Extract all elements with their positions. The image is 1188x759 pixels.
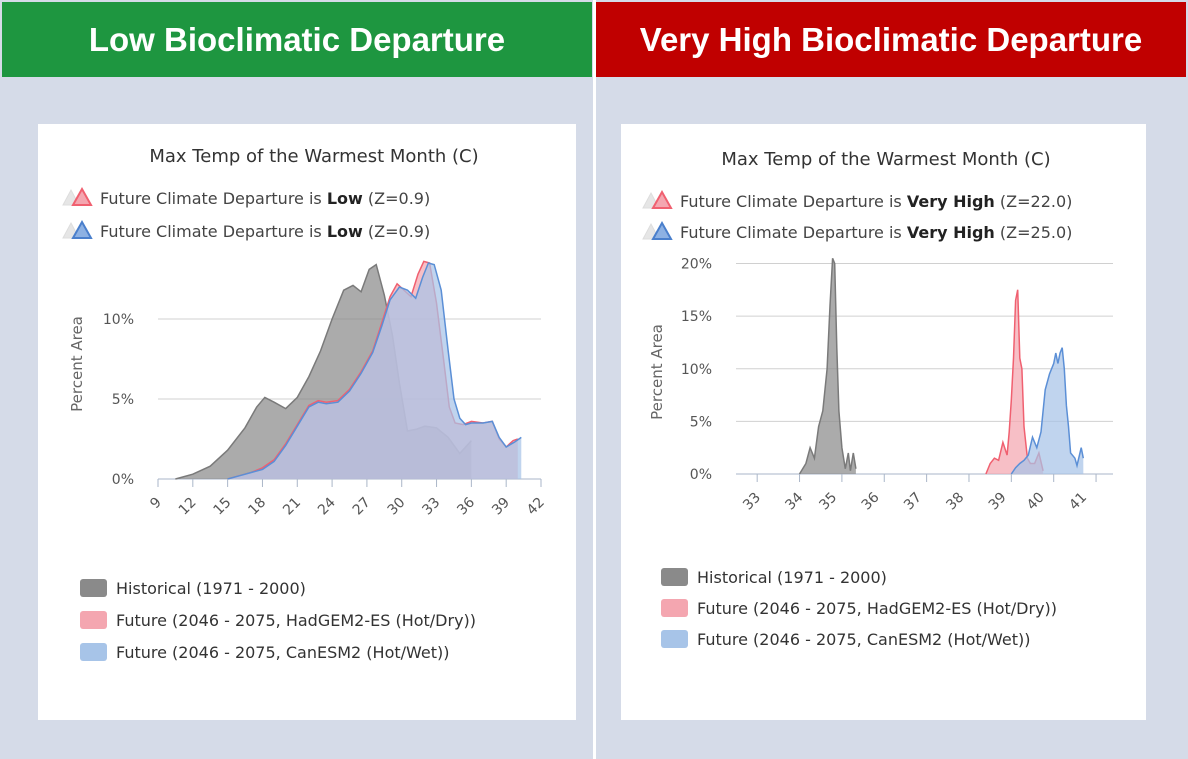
legend-label: Future (2046 - 2075, HadGEM2-ES (Hot/Dry… — [116, 611, 476, 630]
right-chart-svg: Max Temp of the Warmest Month (C) Future … — [642, 149, 1113, 649]
departure-z-score: (Z=0.9) — [363, 189, 430, 208]
series-area-canesm — [227, 263, 522, 479]
legend-item[interactable]: Future (2046 - 2075, CanESM2 (Hot/Wet)) — [80, 643, 450, 662]
x-tick-label: 9 — [147, 495, 165, 513]
chart-title: Max Temp of the Warmest Month (C) — [149, 146, 478, 167]
x-tick-label: 38 — [943, 490, 967, 514]
legend-label: Historical (1971 - 2000) — [697, 568, 887, 587]
x-tick-label: 21 — [280, 495, 304, 519]
legend-label: Future (2046 - 2075, HadGEM2-ES (Hot/Dry… — [697, 599, 1057, 618]
legend-label: Future (2046 - 2075, CanESM2 (Hot/Wet)) — [116, 643, 450, 662]
x-tick-label: 39 — [986, 490, 1010, 514]
departure-row: Future Climate Departure is Low (Z=0.9) — [62, 219, 430, 241]
x-tick-label: 30 — [385, 495, 409, 519]
departure-text: Future Climate Departure is Very High (Z… — [680, 223, 1072, 242]
legend-swatch — [661, 599, 688, 617]
legend-swatch — [80, 579, 107, 597]
x-tick-label: 42 — [524, 495, 548, 519]
departure-prefix: Future Climate Departure is — [680, 223, 907, 242]
departure-level: Very High — [907, 223, 995, 242]
legend-label: Historical (1971 - 2000) — [116, 579, 306, 598]
warning-triangle-icon — [71, 186, 93, 206]
y-tick-label: 0% — [690, 467, 712, 483]
legend-swatch — [80, 643, 107, 661]
departure-prefix: Future Climate Departure is — [100, 222, 327, 241]
x-tick-label: 18 — [245, 495, 269, 519]
legend-swatch — [661, 568, 688, 586]
x-tick-label: 36 — [859, 489, 883, 513]
y-tick-label: 10% — [103, 312, 134, 328]
warning-triangle-icon — [71, 219, 93, 239]
departure-prefix: Future Climate Departure is — [680, 192, 907, 211]
right-chart-card: Max Temp of the Warmest Month (C) Future … — [621, 124, 1146, 720]
y-tick-label: 20% — [681, 257, 712, 273]
departure-text: Future Climate Departure is Very High (Z… — [680, 192, 1072, 211]
left-chart-svg: Max Temp of the Warmest Month (C) Future … — [62, 146, 548, 662]
x-tick-label: 33 — [419, 495, 443, 519]
departure-text: Future Climate Departure is Low (Z=0.9) — [100, 222, 430, 241]
warning-triangle-icon — [651, 189, 673, 209]
legend-label: Future (2046 - 2075, CanESM2 (Hot/Wet)) — [697, 630, 1031, 649]
departure-z-score: (Z=25.0) — [995, 223, 1073, 242]
x-tick-label: 36 — [454, 494, 478, 518]
x-tick-label: 34 — [782, 489, 806, 513]
x-tick-label: 15 — [211, 495, 235, 519]
departure-level: Low — [327, 189, 363, 208]
y-tick-label: 5% — [690, 414, 712, 430]
legend-item[interactable]: Historical (1971 - 2000) — [661, 568, 887, 587]
y-tick-label: 15% — [681, 309, 712, 325]
departure-row: Future Climate Departure is Very High (Z… — [642, 220, 1072, 242]
departure-row: Future Climate Departure is Low (Z=0.9) — [62, 186, 430, 208]
y-axis-title: Percent Area — [648, 324, 666, 420]
departure-prefix: Future Climate Departure is — [100, 189, 327, 208]
chart-title: Max Temp of the Warmest Month (C) — [721, 149, 1050, 170]
x-tick-label: 12 — [176, 495, 200, 519]
x-tick-label: 41 — [1066, 490, 1090, 514]
y-tick-label: 0% — [112, 472, 134, 488]
legend-swatch — [661, 630, 688, 648]
series-line-canesm — [1010, 347, 1085, 475]
x-tick-label: 24 — [315, 494, 339, 518]
legend-item[interactable]: Historical (1971 - 2000) — [80, 579, 306, 598]
y-tick-label: 10% — [681, 362, 712, 378]
x-tick-label: 37 — [901, 490, 925, 514]
x-tick-label: 40 — [1024, 490, 1048, 514]
low-departure-header: Low Bioclimatic Departure — [2, 2, 592, 77]
y-tick-label: 5% — [112, 392, 134, 408]
x-tick-label: 27 — [350, 495, 374, 519]
departure-row: Future Climate Departure is Very High (Z… — [642, 189, 1072, 211]
series-line-canesm — [227, 262, 522, 480]
departure-z-score: (Z=22.0) — [995, 192, 1073, 211]
departure-level: Low — [327, 222, 363, 241]
y-axis-title: Percent Area — [68, 316, 86, 412]
departure-text: Future Climate Departure is Low (Z=0.9) — [100, 189, 430, 208]
warning-triangle-icon — [651, 220, 673, 240]
legend-swatch — [80, 611, 107, 629]
series-area-canesm — [1011, 347, 1084, 474]
x-tick-label: 39 — [489, 495, 513, 519]
x-tick-label: 35 — [816, 490, 840, 514]
x-tick-label: 33 — [740, 490, 764, 514]
departure-level: Very High — [907, 192, 995, 211]
legend-item[interactable]: Future (2046 - 2075, CanESM2 (Hot/Wet)) — [661, 630, 1031, 649]
series-line-historical — [798, 258, 857, 475]
departure-z-score: (Z=0.9) — [363, 222, 430, 241]
legend-item[interactable]: Future (2046 - 2075, HadGEM2-ES (Hot/Dry… — [661, 599, 1057, 618]
legend-item[interactable]: Future (2046 - 2075, HadGEM2-ES (Hot/Dry… — [80, 611, 476, 630]
very-high-departure-header: Very High Bioclimatic Departure — [596, 2, 1186, 77]
left-chart-card: Max Temp of the Warmest Month (C) Future … — [38, 124, 576, 720]
series-area-hadgem — [985, 289, 1044, 474]
